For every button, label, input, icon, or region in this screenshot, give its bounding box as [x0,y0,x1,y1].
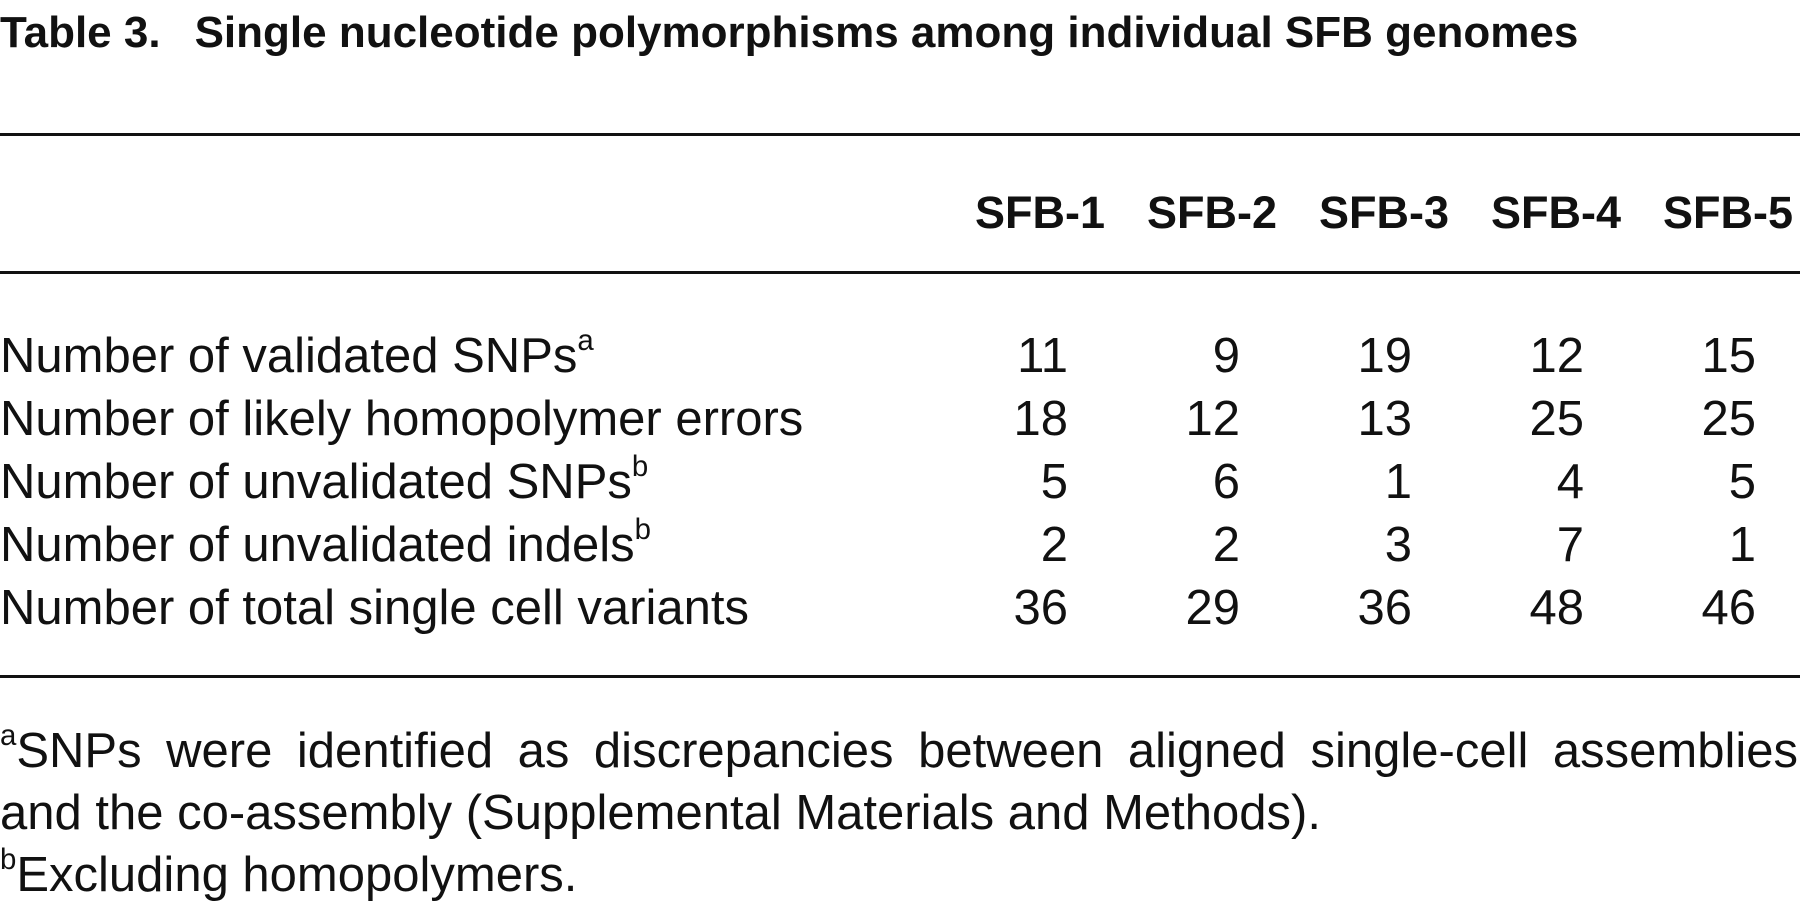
cell-value: 48 [1529,581,1584,635]
title-text: Single nucleotide polymorphisms among in… [194,8,1579,57]
footnote: bExcluding homopolymers. [0,844,1798,906]
row-label-text: Number of unvalidated SNPs [0,455,632,509]
row-label: Number of total single cell variants [0,578,749,638]
cell-value: 12 [1185,392,1240,446]
row-label-text: Number of validated SNPs [0,329,578,383]
footnote-text: SNPs were identified as discrepancies be… [0,724,1798,840]
cell-value: 18 [1013,392,1068,446]
cell-value: 9 [1212,329,1240,383]
row-label-text: Number of unvalidated indels [0,518,635,572]
cell-value: 2 [1040,518,1068,572]
table-title: Table 3. Single nucleotide polymorphisms … [0,2,1790,64]
column-header: SFB-4 [1490,187,1621,238]
cell-value: 12 [1529,329,1584,383]
column-header: SFB-3 [1318,187,1449,238]
cell-value: 4 [1556,455,1584,509]
row-label: Number of unvalidated SNPsb [0,452,648,512]
row-label: Number of likely homopolymer errors [0,389,803,449]
column-header: SFB-2 [1146,187,1277,238]
footnote-mark: a [0,718,17,752]
cell-value: 36 [1013,581,1068,635]
footnote-text: Excluding homopolymers. [16,848,578,902]
column-header: SFB-5 [1662,187,1793,238]
cell-value: 25 [1701,392,1756,446]
cell-value: 13 [1357,392,1412,446]
footnote-mark: b [0,842,17,876]
cell-value: 6 [1212,455,1240,509]
cell-value: 19 [1357,329,1412,383]
row-label: Number of unvalidated indelsb [0,515,651,575]
row-label: Number of validated SNPsa [0,326,594,386]
cell-value: 46 [1701,581,1756,635]
rule [0,133,1800,136]
cell-value: 5 [1728,455,1756,509]
cell-value: 15 [1701,329,1756,383]
rule [0,271,1800,274]
rule [0,675,1800,678]
cell-value: 3 [1384,518,1412,572]
cell-value: 11 [1017,329,1068,383]
column-header: SFB-1 [974,187,1105,238]
cell-value: 1 [1728,518,1756,572]
title-label: Table 3. [0,8,161,57]
footnote: aSNPs were identified as discrepancies b… [0,720,1798,844]
footnote-mark: b [631,449,649,483]
footnote-mark: b [634,512,652,546]
cell-value: 2 [1212,518,1240,572]
cell-value: 25 [1529,392,1584,446]
cell-value: 7 [1556,518,1584,572]
cell-value: 29 [1185,581,1240,635]
footnote-mark: a [577,323,594,357]
row-label-text: Number of total single cell variants [0,581,749,635]
cell-value: 1 [1384,455,1412,509]
cell-value: 5 [1040,455,1068,509]
row-label-text: Number of likely homopolymer errors [0,392,804,446]
cell-value: 36 [1357,581,1412,635]
footnotes: aSNPs were identified as discrepancies b… [0,720,1798,906]
